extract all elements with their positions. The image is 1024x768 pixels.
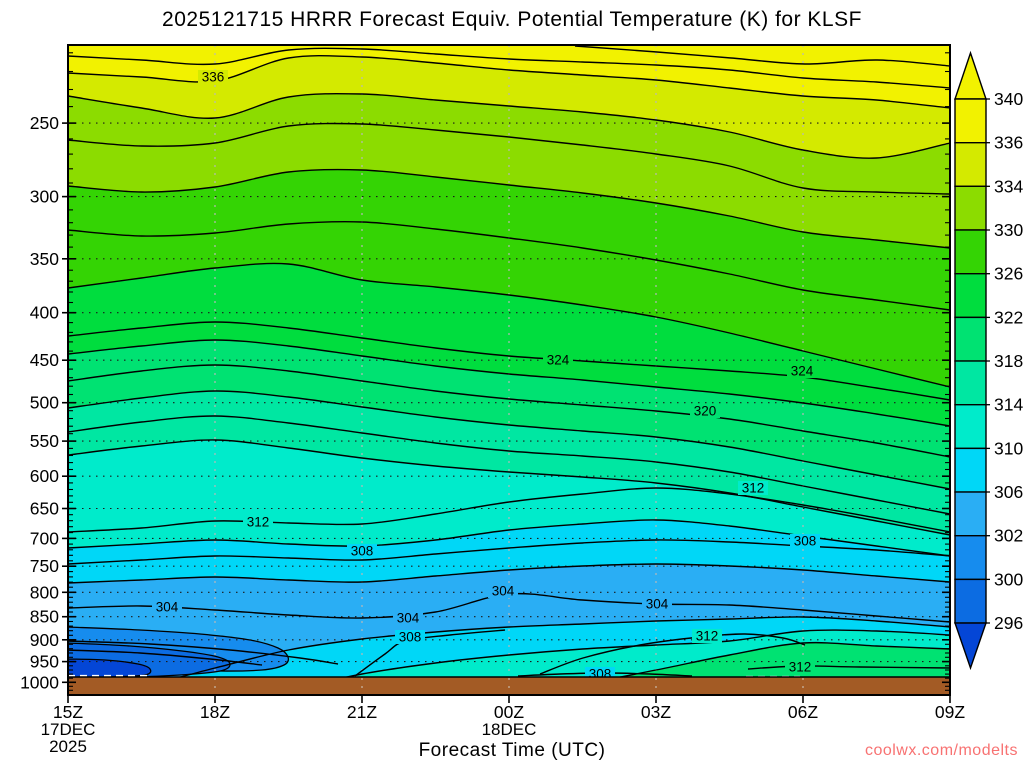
colorbar-arrow-top [954,50,987,100]
x-tick-09Z: 09Z [935,702,965,722]
colorbar-label-300: 300 [994,569,1023,589]
y-tick-700: 700 [30,528,59,548]
colorbar-label-326: 326 [994,264,1023,284]
y-tick-800: 800 [30,582,59,602]
colorbar-label-296: 296 [994,613,1023,633]
colorbar-segment-9 [954,491,987,537]
surface-contour-310 [243,629,950,695]
colorbar-label-306: 306 [994,482,1023,502]
contour-330 [68,168,950,249]
y-tick-250: 250 [30,113,59,133]
y-tick-450: 450 [30,350,59,370]
colorbar-segment-0 [954,98,987,144]
x-subtick-2025: 2025 [49,737,87,756]
y-tick-850: 850 [30,607,59,627]
colorbar-segment-2 [954,185,987,231]
contour-label-308: 308 [794,534,817,549]
colorbar-label-302: 302 [994,526,1023,546]
x-tick-03Z: 03Z [641,702,671,722]
contour-306 [68,563,950,584]
contour-326 [68,262,950,388]
contour-label-312: 312 [742,481,765,496]
contour-label-304: 304 [646,597,669,612]
surface-contour-300 [68,649,263,666]
colorbar-label-318: 318 [994,351,1023,371]
surface-contour-302 [68,640,339,665]
colorbar-segment-1 [954,141,987,188]
contour-338 [68,47,950,89]
contour-314 [68,439,950,536]
x-tick-15Z: 15Z [53,702,83,722]
contour-label-308: 308 [351,544,374,559]
colorbar-segment-8 [954,447,987,493]
y-tick-1000: 1000 [20,672,59,692]
y-tick-650: 650 [30,499,59,519]
contour-label-304: 304 [156,600,179,615]
y-tick-600: 600 [30,466,59,486]
colorbar: 340 336 334 330 326 322 318 314 310 306 302 300 296 [954,50,1023,671]
colorbar-segment-5 [954,316,987,362]
colorbar-arrow-bottom [954,622,987,671]
colorbar-label-340: 340 [994,89,1023,109]
y-tick-500: 500 [30,393,59,413]
contour-340 [574,45,950,67]
contour-320 [68,364,950,458]
x-subtick-17DEC: 17DEC [41,720,96,739]
contour-label-308: 308 [399,630,422,645]
watermark-link[interactable]: coolwx.com/modelts [864,742,1018,759]
contour-322 [68,339,950,427]
contour-label-312: 312 [789,660,812,675]
colorbar-segment-11 [954,578,987,624]
contour-312 [68,487,950,533]
surface-contour-312 [747,665,950,670]
contour-lines [68,45,950,695]
x-tick-06Z: 06Z [788,702,818,722]
y-tick-300: 300 [30,187,59,207]
colorbar-segment-3 [954,229,987,275]
contour-318 [68,390,950,490]
colorbar-label-334: 334 [994,176,1023,196]
x-subtick-18DEC: 18DEC [482,720,537,739]
contour-label-304: 304 [397,611,420,626]
surface-contour-306 [68,616,950,695]
field-area: 336 324 324 320 312 312 308 308 304 304 304 304 308 3… [68,45,950,695]
y-tick-950: 950 [30,652,59,672]
colorbar-label-336: 336 [994,133,1023,153]
colorbar-segment-10 [954,535,987,581]
x-axis-label: Forecast Time (UTC) [418,740,606,761]
contour-label-320: 320 [694,404,717,419]
contour-332 [68,122,950,195]
y-tick-400: 400 [30,303,59,323]
page-title: 2025121715 HRRR Forecast Equiv. Potentia… [162,8,862,31]
x-tick-21Z: 21Z [347,702,377,722]
contour-label-324: 324 [547,353,570,368]
colorbar-label-322: 322 [994,307,1023,327]
contour-label-312: 312 [247,515,270,530]
contour-334 [68,92,950,159]
y-tick-750: 750 [30,556,59,576]
colorbar-label-314: 314 [994,395,1023,415]
colorbar-label-310: 310 [994,438,1023,458]
colorbar-segment-4 [954,273,987,319]
x-tick-18Z: 18Z [200,702,230,722]
y-tick-550: 550 [30,431,59,451]
contour-label-312: 312 [696,629,719,644]
x-tick-00Z: 00Z [494,702,524,722]
colorbar-segment-7 [954,404,987,450]
contour-316 [68,415,950,515]
colorbar-segment-6 [954,360,987,406]
contour-label-336: 336 [202,70,225,85]
contour-label-324: 324 [791,364,814,379]
y-tick-350: 350 [30,249,59,269]
y-axis: 250 300 350 400 450 500 550 600 650 700 750 800 850 9… [20,52,950,692]
contour-label-304: 304 [492,584,515,599]
colorbar-label-330: 330 [994,220,1023,240]
y-tick-900: 900 [30,630,59,650]
contour-328 [68,221,950,311]
